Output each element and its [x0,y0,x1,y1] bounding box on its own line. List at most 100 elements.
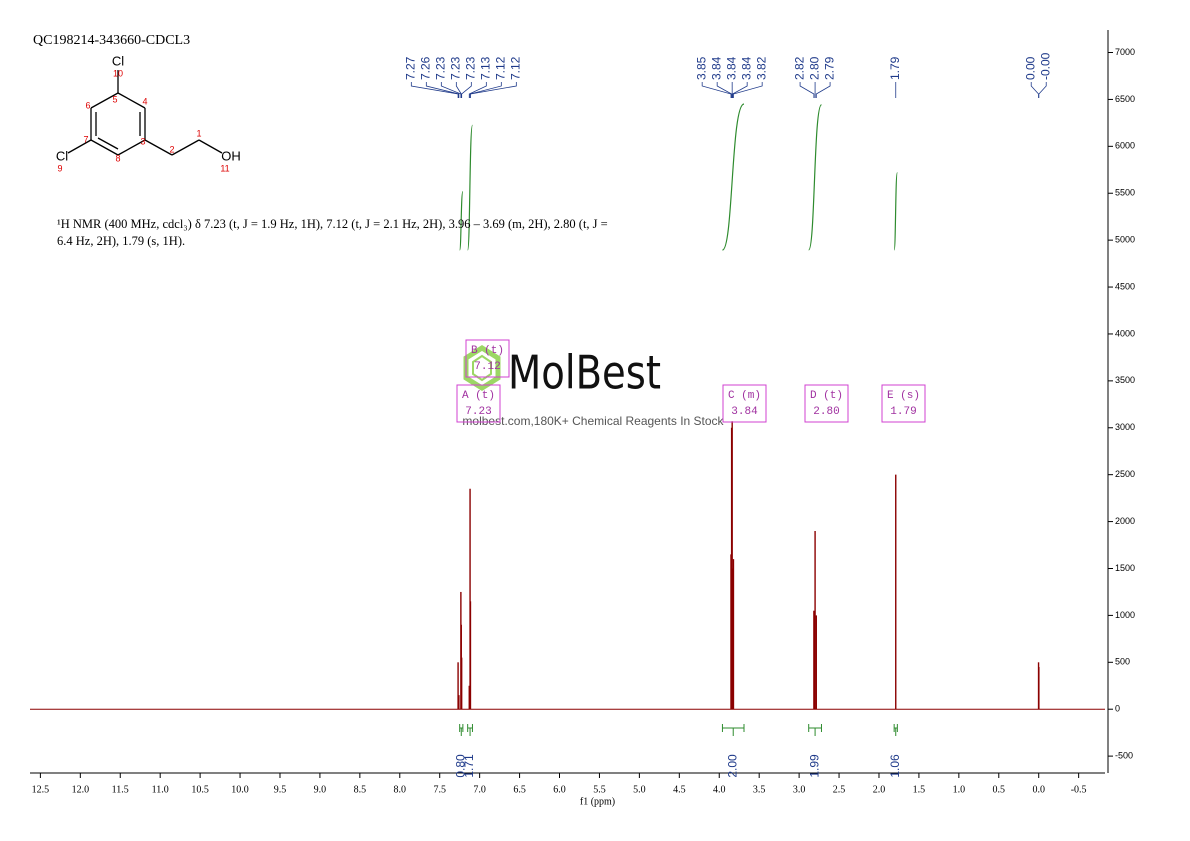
integral-label: 0.80 [453,754,467,778]
multiplet-box [456,384,501,423]
x-tick-label: 10.5 [191,784,209,795]
peak-leader [716,82,733,98]
y-tick-label: 6000 [1115,141,1135,151]
peak-leader [701,82,732,98]
peak-label: 3.84 [724,56,738,80]
atom-number: 3 [140,136,145,146]
atom-number: 5 [112,94,117,104]
y-tick-label: 2500 [1115,469,1135,479]
y-tick-label: 5000 [1115,235,1135,245]
x-tick-label: 1.5 [913,784,926,795]
peak-label: 3.85 [694,56,708,80]
peak-label: 2.79 [822,56,836,80]
x-tick-label: 11.0 [152,784,169,795]
y-tick-label: -500 [1115,750,1133,760]
multiplet-shift: 2.80 [813,406,839,418]
integral-curve [467,124,474,251]
peak-label: 0.00 [1023,56,1037,80]
peak-label: 1.79 [888,56,902,80]
x-tick-label: 5.5 [593,784,606,795]
x-tick-label: 2.0 [873,784,886,795]
peak-label: 2.80 [807,56,821,80]
atom-number: 2 [169,144,174,154]
y-tick-label: 4000 [1115,328,1135,338]
integral-label: 2.00 [725,754,739,778]
y-tick-label: 4500 [1115,281,1135,291]
atom-number: 9 [57,163,62,173]
peak-label: 7.23 [433,56,447,80]
x-tick-label: 10.0 [231,784,249,795]
integral-curve [808,104,823,251]
y-tick-label: 3000 [1115,422,1135,432]
multiplet-shift: 7.23 [465,406,491,418]
watermark-tagline: molbest.com,180K+ Chemical Reagents In S… [462,414,724,428]
x-tick-label: 8.0 [394,784,407,795]
spectrum-title: QC198214-343660-CDCL3 [33,33,190,48]
peak-leader [815,82,831,98]
x-tick-label: 0.0 [1032,784,1045,795]
peak-leader [732,82,748,98]
x-tick-label: 12.0 [72,784,90,795]
y-tick-label: 1000 [1115,610,1135,620]
peak-label: 7.27 [403,56,417,80]
integral-curve [893,172,898,251]
x-tick-label: 2.5 [833,784,846,795]
x-tick-label: 8.5 [354,784,367,795]
atom-number: 1 [196,128,201,138]
x-tick-label: -0.5 [1071,784,1087,795]
peak-leader [799,82,815,98]
peak-label: 3.82 [754,56,768,80]
x-tick-label: 5.0 [633,784,646,795]
x-tick-label: 11.5 [112,784,129,795]
x-tick-label: 1.0 [953,784,966,795]
atom-number: 8 [115,153,120,163]
y-tick-label: 500 [1115,657,1130,667]
x-tick-label: 6.5 [513,784,526,795]
x-tick-label: 6.0 [553,784,566,795]
peak-label: 7.23 [463,56,477,80]
multiplet-box [722,384,767,423]
integral-label: 1.06 [888,754,902,778]
multiplet-name: A (t) [462,390,495,402]
integral-label: 1.71 [462,754,476,778]
atom-number: 4 [142,96,147,106]
description: ¹H NMR (400 MHz, cdcl₃) δ 7.23 (t, J = 1… [57,217,608,248]
peak-leader [470,82,517,98]
watermark-text: MolBest [508,346,661,400]
x-tick-label: 12.5 [32,784,50,795]
structure-labels: Cl 10 5 4 6 3 7 8 2 1 Cl 9 OH 11 [56,53,241,173]
peak-label: 7.26 [418,56,432,80]
x-axis-label: f1 (ppm) [580,796,615,807]
peak-leader [410,82,459,98]
y-tick-label: 5500 [1115,188,1135,198]
atom-number: 10 [113,68,123,78]
multiplet-shift: 1.79 [890,406,916,418]
integral-curve [721,103,745,251]
peak-label: 7.12 [508,56,522,80]
peak-label: 7.13 [478,56,492,80]
peak-leader [733,82,763,98]
x-tick-label: 4.0 [713,784,726,795]
y-tick-label: 2000 [1115,516,1135,526]
x-tick-label: 9.0 [314,784,327,795]
multiplet-box [804,384,849,423]
watermark-logo: MolBest [463,345,661,400]
x-tick-label: 3.0 [793,784,806,795]
x-tick-label: 3.5 [753,784,766,795]
multiplet-name: B (t) [471,345,504,357]
peak-label: -0.00 [1038,52,1052,80]
atom-label: Cl [56,148,68,163]
multiplet-name: C (m) [728,390,761,402]
x-tick-label: 0.5 [993,784,1006,795]
atom-label: OH [221,148,241,163]
multiplet-shift: 7.12 [474,361,500,373]
peak-label: 3.84 [739,56,753,80]
multiplet-box [465,339,510,378]
x-tick-label: 7.5 [433,784,446,795]
peak-label: 3.84 [709,56,723,80]
y-tick-label: 1500 [1115,563,1135,573]
integral-label: 1.99 [807,754,821,778]
multiplet-name: D (t) [810,390,843,402]
